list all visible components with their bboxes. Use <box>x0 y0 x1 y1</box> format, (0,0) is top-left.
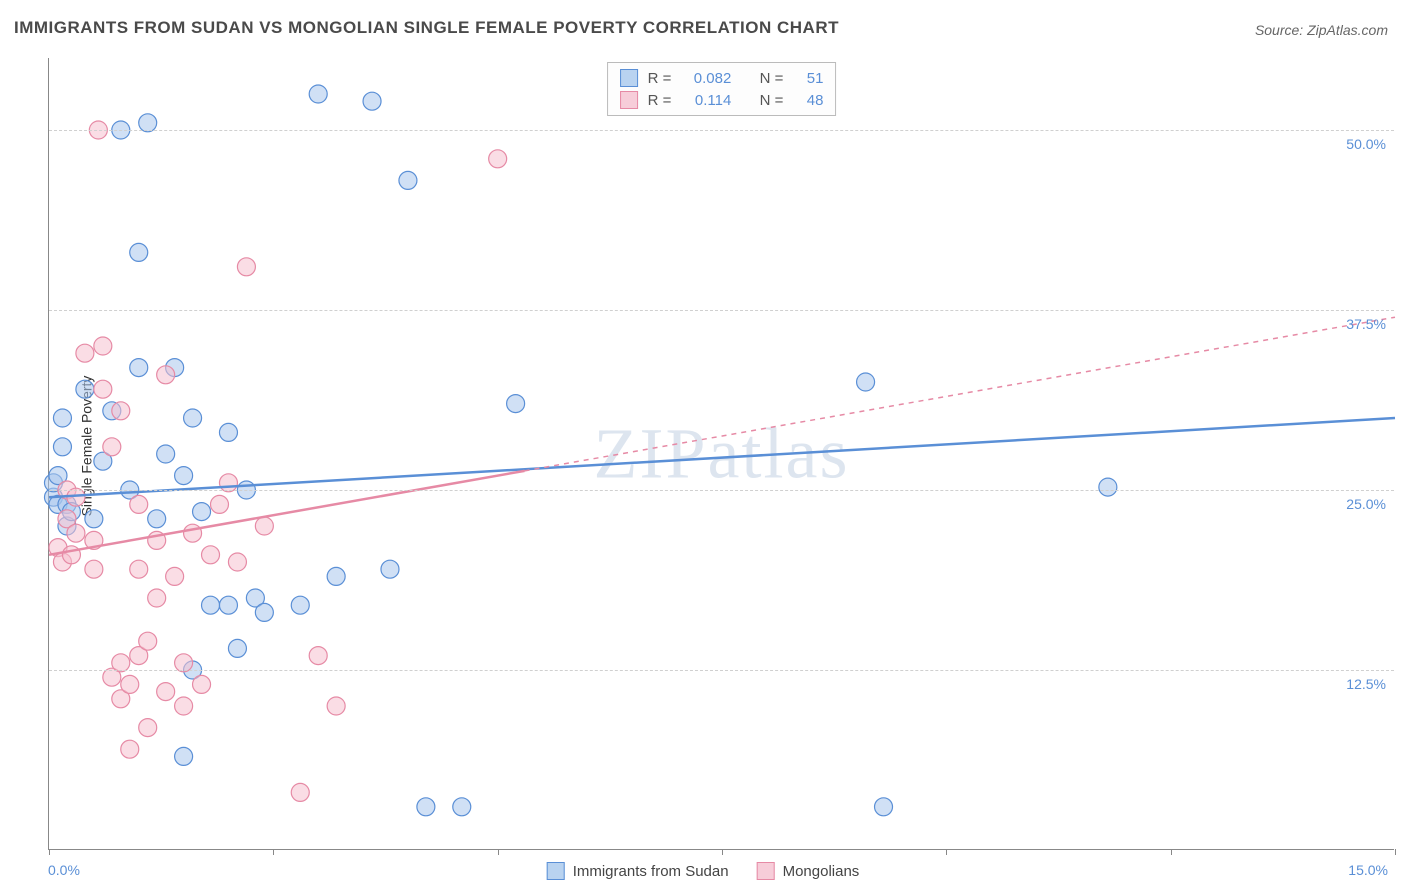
data-point <box>875 798 893 816</box>
data-point <box>309 647 327 665</box>
data-point <box>309 85 327 103</box>
x-tick <box>1171 849 1172 855</box>
data-point <box>193 675 211 693</box>
data-point <box>112 402 130 420</box>
data-point <box>166 567 184 585</box>
series-legend-item: Mongolians <box>757 862 860 880</box>
data-point <box>184 409 202 427</box>
data-point <box>157 366 175 384</box>
data-point <box>417 798 435 816</box>
data-point <box>76 344 94 362</box>
data-point <box>291 783 309 801</box>
data-point <box>184 524 202 542</box>
data-point <box>148 589 166 607</box>
data-point <box>202 596 220 614</box>
series-name: Mongolians <box>783 863 860 880</box>
data-point <box>489 150 507 168</box>
x-tick <box>946 849 947 855</box>
data-point <box>228 639 246 657</box>
legend-swatch <box>547 862 565 880</box>
legend-swatch <box>757 862 775 880</box>
data-point <box>175 747 193 765</box>
data-point <box>94 380 112 398</box>
data-point <box>157 683 175 701</box>
data-point <box>157 445 175 463</box>
data-point <box>130 359 148 377</box>
x-axis-min-label: 0.0% <box>48 862 80 878</box>
gridline <box>49 310 1394 311</box>
data-point <box>857 373 875 391</box>
data-point <box>85 560 103 578</box>
gridline <box>49 130 1394 131</box>
data-point <box>453 798 471 816</box>
gridline <box>49 670 1394 671</box>
y-tick-label: 50.0% <box>1346 136 1386 152</box>
data-point <box>193 503 211 521</box>
data-point <box>255 603 273 621</box>
x-tick <box>1395 849 1396 855</box>
data-point <box>139 719 157 737</box>
data-point <box>1099 478 1117 496</box>
chart-plot-area: ZIPatlas R =0.082 N =51R =0.114 N =48 12… <box>48 58 1394 850</box>
x-tick <box>49 849 50 855</box>
data-point <box>202 546 220 564</box>
scatter-plot-svg <box>49 58 1394 849</box>
data-point <box>103 438 121 456</box>
series-legend: Immigrants from Sudan Mongolians <box>547 862 860 880</box>
x-tick <box>498 849 499 855</box>
data-point <box>53 409 71 427</box>
data-point <box>399 171 417 189</box>
data-point <box>67 524 85 542</box>
data-point <box>219 423 237 441</box>
data-point <box>53 438 71 456</box>
series-legend-item: Immigrants from Sudan <box>547 862 729 880</box>
chart-title: IMMIGRANTS FROM SUDAN VS MONGOLIAN SINGL… <box>14 18 839 38</box>
data-point <box>130 560 148 578</box>
y-tick-label: 25.0% <box>1346 496 1386 512</box>
data-point <box>327 567 345 585</box>
data-point <box>228 553 246 571</box>
data-point <box>130 495 148 513</box>
x-axis-max-label: 15.0% <box>1348 862 1388 878</box>
gridline <box>49 490 1394 491</box>
series-name: Immigrants from Sudan <box>573 863 729 880</box>
data-point <box>210 495 228 513</box>
y-tick-label: 37.5% <box>1346 316 1386 332</box>
data-point <box>363 92 381 110</box>
data-point <box>381 560 399 578</box>
trend-line <box>49 418 1395 497</box>
y-tick-label: 12.5% <box>1346 676 1386 692</box>
data-point <box>121 675 139 693</box>
data-point <box>121 740 139 758</box>
data-point <box>85 510 103 528</box>
data-point <box>175 697 193 715</box>
data-point <box>130 243 148 261</box>
data-point <box>507 395 525 413</box>
data-point <box>175 467 193 485</box>
data-point <box>291 596 309 614</box>
trend-line-extrapolated <box>525 317 1395 471</box>
data-point <box>139 632 157 650</box>
data-point <box>255 517 273 535</box>
data-point <box>219 596 237 614</box>
data-point <box>148 510 166 528</box>
data-point <box>237 258 255 276</box>
source-label: Source: ZipAtlas.com <box>1255 22 1388 38</box>
data-point <box>327 697 345 715</box>
data-point <box>76 380 94 398</box>
x-tick <box>722 849 723 855</box>
x-tick <box>273 849 274 855</box>
data-point <box>94 337 112 355</box>
